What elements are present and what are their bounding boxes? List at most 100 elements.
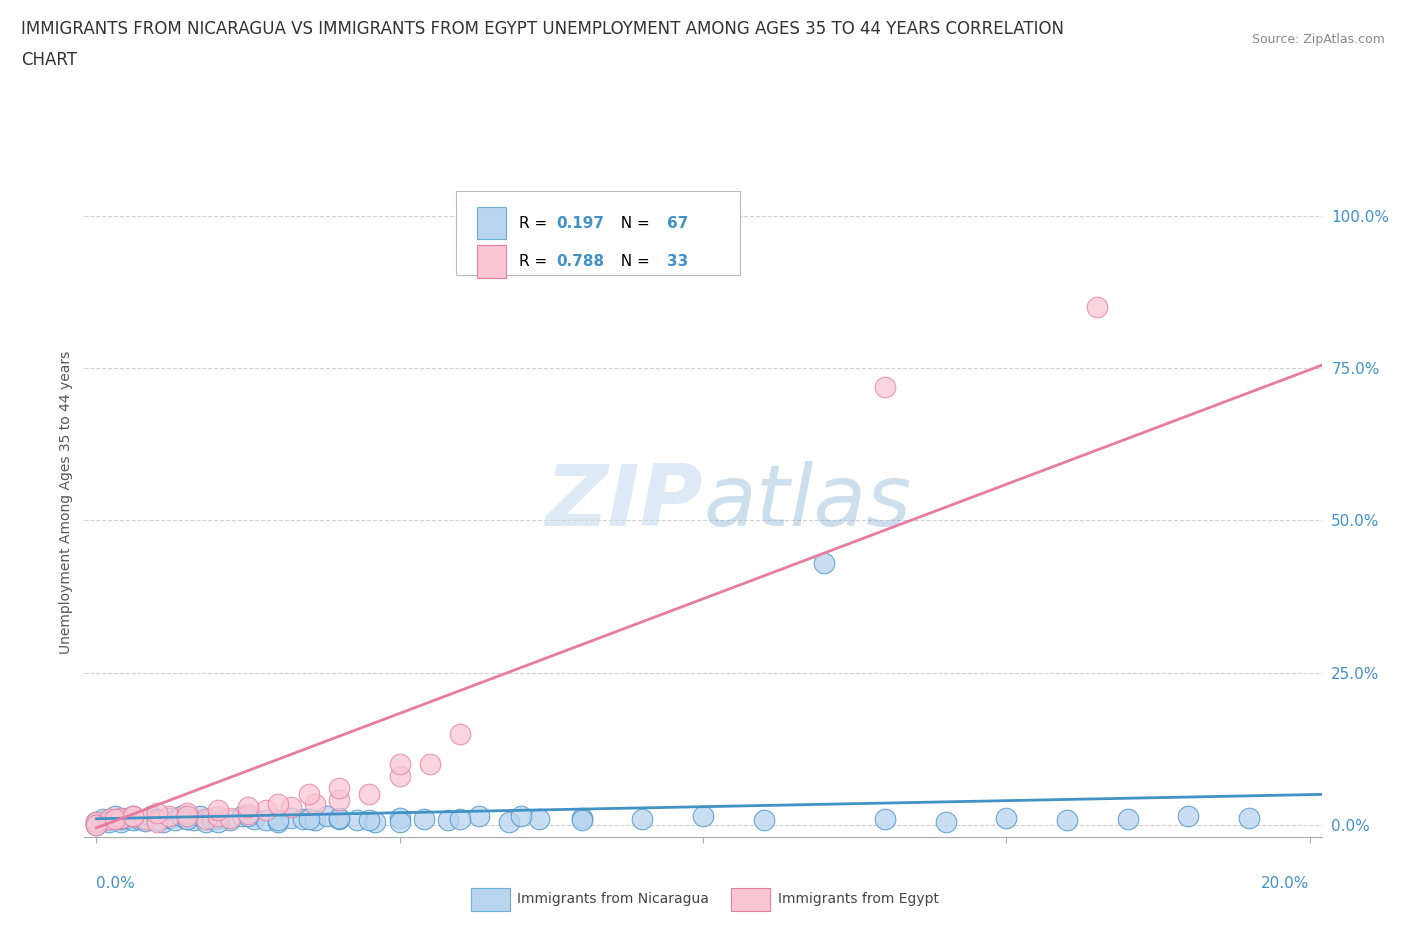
Point	[813, 555, 835, 570]
Point	[873, 811, 896, 826]
FancyBboxPatch shape	[456, 191, 740, 274]
Text: Source: ZipAtlas.com: Source: ZipAtlas.com	[1251, 33, 1385, 46]
Point	[188, 808, 211, 823]
Point	[104, 811, 127, 826]
Point	[165, 813, 187, 828]
Point	[236, 806, 259, 821]
Point	[152, 815, 174, 830]
Point	[935, 815, 957, 830]
Point	[146, 813, 169, 828]
Point	[419, 756, 441, 771]
Point	[364, 815, 387, 830]
Point	[388, 756, 411, 771]
Point	[207, 815, 229, 830]
Point	[86, 817, 108, 832]
Point	[157, 808, 180, 823]
Point	[298, 811, 321, 826]
Point	[298, 787, 321, 802]
Point	[110, 815, 132, 830]
Point	[170, 808, 193, 823]
Point	[86, 817, 108, 832]
Point	[437, 813, 460, 828]
Point	[1237, 810, 1260, 825]
Text: R =: R =	[519, 216, 551, 231]
Text: 67: 67	[666, 216, 689, 231]
Text: Immigrants from Nicaragua: Immigrants from Nicaragua	[517, 892, 709, 907]
Text: 33: 33	[666, 254, 689, 269]
Point	[467, 808, 489, 823]
Point	[571, 810, 593, 825]
Point	[388, 815, 411, 830]
Point	[176, 811, 198, 826]
Text: Immigrants from Egypt: Immigrants from Egypt	[778, 892, 939, 907]
Text: 0.197: 0.197	[555, 216, 603, 231]
Point	[267, 796, 290, 811]
Point	[1085, 300, 1108, 315]
Point	[236, 808, 259, 823]
FancyBboxPatch shape	[477, 246, 506, 278]
Point	[328, 781, 350, 796]
Point	[219, 813, 242, 828]
Point	[219, 810, 242, 825]
Point	[122, 808, 145, 823]
Point	[122, 813, 145, 828]
Point	[176, 808, 198, 823]
Point	[304, 813, 326, 828]
Point	[176, 811, 198, 826]
Point	[571, 813, 593, 828]
Point	[146, 815, 169, 830]
Point	[110, 810, 132, 825]
Point	[449, 811, 471, 826]
FancyBboxPatch shape	[477, 207, 506, 239]
Point	[207, 810, 229, 825]
Point	[139, 808, 162, 823]
Point	[631, 811, 654, 826]
Point	[388, 810, 411, 825]
Point	[692, 808, 714, 823]
Point	[201, 811, 224, 826]
Point	[1177, 808, 1199, 823]
Text: 0.0%: 0.0%	[97, 876, 135, 891]
Point	[104, 808, 127, 823]
Point	[388, 769, 411, 784]
Point	[413, 811, 436, 826]
Point	[995, 810, 1018, 825]
Point	[510, 808, 533, 823]
Point	[243, 811, 266, 826]
Point	[183, 813, 205, 828]
Point	[146, 805, 169, 820]
Point	[86, 815, 108, 830]
Point	[207, 808, 229, 823]
Point	[359, 787, 381, 802]
Point	[128, 811, 150, 826]
Point	[267, 815, 290, 830]
Point	[97, 811, 120, 826]
Point	[328, 810, 350, 825]
Point	[97, 813, 120, 828]
Text: atlas: atlas	[703, 460, 911, 544]
Point	[359, 813, 381, 828]
Point	[254, 803, 277, 817]
Point	[122, 808, 145, 823]
Point	[236, 799, 259, 814]
Point	[529, 811, 551, 826]
Point	[122, 808, 145, 823]
Point	[449, 726, 471, 741]
Point	[291, 811, 314, 826]
Point	[86, 815, 108, 830]
Point	[146, 811, 169, 826]
Text: R =: R =	[519, 254, 551, 269]
Point	[194, 811, 217, 826]
Text: N =: N =	[612, 254, 655, 269]
Point	[254, 813, 277, 828]
Point	[328, 793, 350, 808]
Point	[207, 803, 229, 817]
Text: CHART: CHART	[21, 51, 77, 69]
Text: ZIP: ZIP	[546, 460, 703, 544]
Point	[280, 799, 302, 814]
Point	[91, 811, 114, 826]
Y-axis label: Unemployment Among Ages 35 to 44 years: Unemployment Among Ages 35 to 44 years	[59, 351, 73, 654]
Point	[280, 810, 302, 825]
Text: 20.0%: 20.0%	[1261, 876, 1309, 891]
Text: N =: N =	[612, 216, 655, 231]
